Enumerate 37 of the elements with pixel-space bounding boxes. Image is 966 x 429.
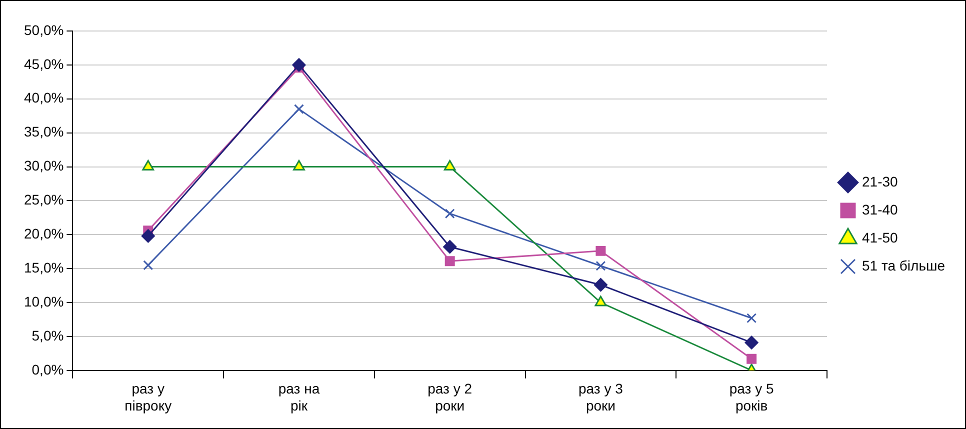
x-tick-label: раз у 3 роки <box>578 380 624 414</box>
legend-label: 41-50 <box>862 229 898 246</box>
point <box>444 256 455 266</box>
point <box>596 260 606 271</box>
point <box>143 260 154 270</box>
y-tick-label: 45,0% <box>24 56 64 72</box>
y-tick-label: 35,0% <box>24 124 64 140</box>
point <box>292 58 306 72</box>
x-tick-label: раз на рік <box>278 380 320 414</box>
point <box>294 104 304 114</box>
y-tick-label: 30,0% <box>24 158 64 174</box>
point <box>142 160 154 171</box>
point <box>594 296 607 306</box>
point <box>594 278 608 292</box>
legend-label: 31-40 <box>862 201 898 218</box>
x-tick-label: раз у 5 років <box>729 380 774 414</box>
y-tick-label: 5,0% <box>32 327 64 344</box>
y-tick-label: 20,0% <box>24 226 64 242</box>
point <box>444 208 455 219</box>
point <box>443 240 457 254</box>
legend-label: 21-30 <box>862 173 898 190</box>
point <box>444 160 456 171</box>
x-tick-label: раз у 2 роки <box>428 380 472 414</box>
y-tick-label: 50,0% <box>24 22 64 38</box>
y-tick-label: 15,0% <box>24 259 64 276</box>
y-tick-label: 40,0% <box>24 90 64 106</box>
y-tick-label: 0,0% <box>32 361 64 378</box>
y-tick-label: 10,0% <box>24 293 64 310</box>
y-tick-label: 25,0% <box>24 192 64 208</box>
point <box>596 246 606 256</box>
x-tick-label: раз у півроку <box>124 380 172 414</box>
point <box>746 354 757 364</box>
point <box>293 160 305 171</box>
point <box>141 229 155 243</box>
legend-label: 51 та більше <box>862 257 946 274</box>
point <box>746 313 757 324</box>
point <box>744 336 758 350</box>
